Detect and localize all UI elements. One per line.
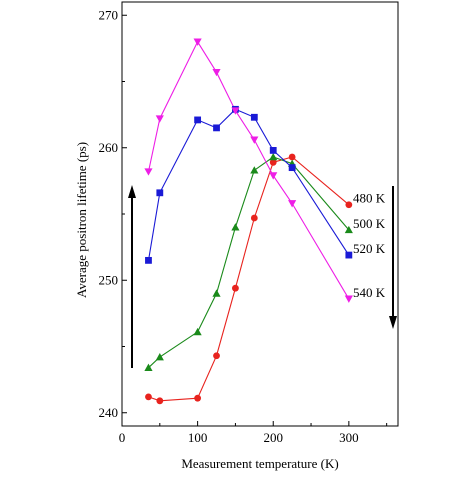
data-point-540-k xyxy=(155,115,164,123)
plot-frame-group xyxy=(121,1,399,427)
series-label-520-k: 520 K xyxy=(353,241,386,256)
x-tick-label: 200 xyxy=(263,430,283,445)
x-tick-label: 300 xyxy=(339,430,359,445)
data-point-500-k xyxy=(231,223,240,231)
series-line-540-k xyxy=(147,40,350,300)
data-point-540-k xyxy=(269,172,278,180)
series-markers-group xyxy=(144,38,353,405)
series-line-480-k xyxy=(148,156,350,402)
data-point-500-k xyxy=(250,166,259,174)
plot-frame xyxy=(121,1,399,427)
data-point-540-k xyxy=(288,200,297,208)
data-point-520-k xyxy=(145,256,152,264)
data-point-540-k xyxy=(344,295,353,303)
ticks-group: 0 100 200 300 240 250 260 270 xyxy=(99,7,388,445)
data-point-500-k xyxy=(269,152,278,161)
x-tick-label: 0 xyxy=(119,430,126,445)
data-point-480-k xyxy=(269,158,277,166)
data-point-520-k xyxy=(213,124,220,132)
data-point-540-k xyxy=(250,136,259,144)
y-axis-label: Average positron lifetime (ps) xyxy=(74,142,89,298)
series-label-480-k: 480 K xyxy=(353,191,386,206)
data-point-520-k xyxy=(194,116,202,124)
arrows-group xyxy=(128,185,397,368)
y-tick-label: 250 xyxy=(99,272,119,287)
data-point-500-k xyxy=(212,289,221,297)
series-label-540-k: 540 K xyxy=(353,285,386,300)
data-point-520-k xyxy=(156,189,164,197)
data-point-500-k xyxy=(144,363,153,371)
y-tick-label: 260 xyxy=(99,140,119,155)
series-line-500-k xyxy=(148,156,350,369)
data-point-520-k xyxy=(269,147,277,154)
data-point-520-k xyxy=(250,113,258,121)
data-point-480-k xyxy=(288,153,296,161)
x-axis-label: Measurement temperature (K) xyxy=(181,456,338,471)
data-point-500-k xyxy=(155,353,164,361)
y-tick-label: 270 xyxy=(99,7,119,22)
series-lines-group xyxy=(147,40,350,402)
data-point-480-k xyxy=(213,352,220,360)
data-point-480-k xyxy=(194,394,202,402)
data-point-480-k xyxy=(345,201,353,209)
data-point-480-k xyxy=(232,284,239,292)
y-tick-label: 240 xyxy=(99,405,119,420)
data-point-540-k xyxy=(144,168,153,176)
data-point-540-k xyxy=(193,38,202,46)
data-point-520-k xyxy=(345,251,353,259)
data-point-540-k xyxy=(212,68,221,77)
data-point-520-k xyxy=(288,164,296,172)
data-point-480-k xyxy=(145,393,152,401)
data-point-500-k xyxy=(344,225,353,234)
data-point-540-k xyxy=(231,107,240,115)
data-point-500-k xyxy=(193,327,202,336)
series-label-500-k: 500 K xyxy=(353,216,386,231)
data-point-480-k xyxy=(250,214,258,222)
x-tick-label: 100 xyxy=(188,430,208,445)
series-labels-group: 480 K 500 K 520 K 540 K xyxy=(353,191,386,300)
down-arrow-head xyxy=(389,316,397,329)
up-arrow-head xyxy=(128,185,136,198)
data-point-480-k xyxy=(156,397,164,405)
